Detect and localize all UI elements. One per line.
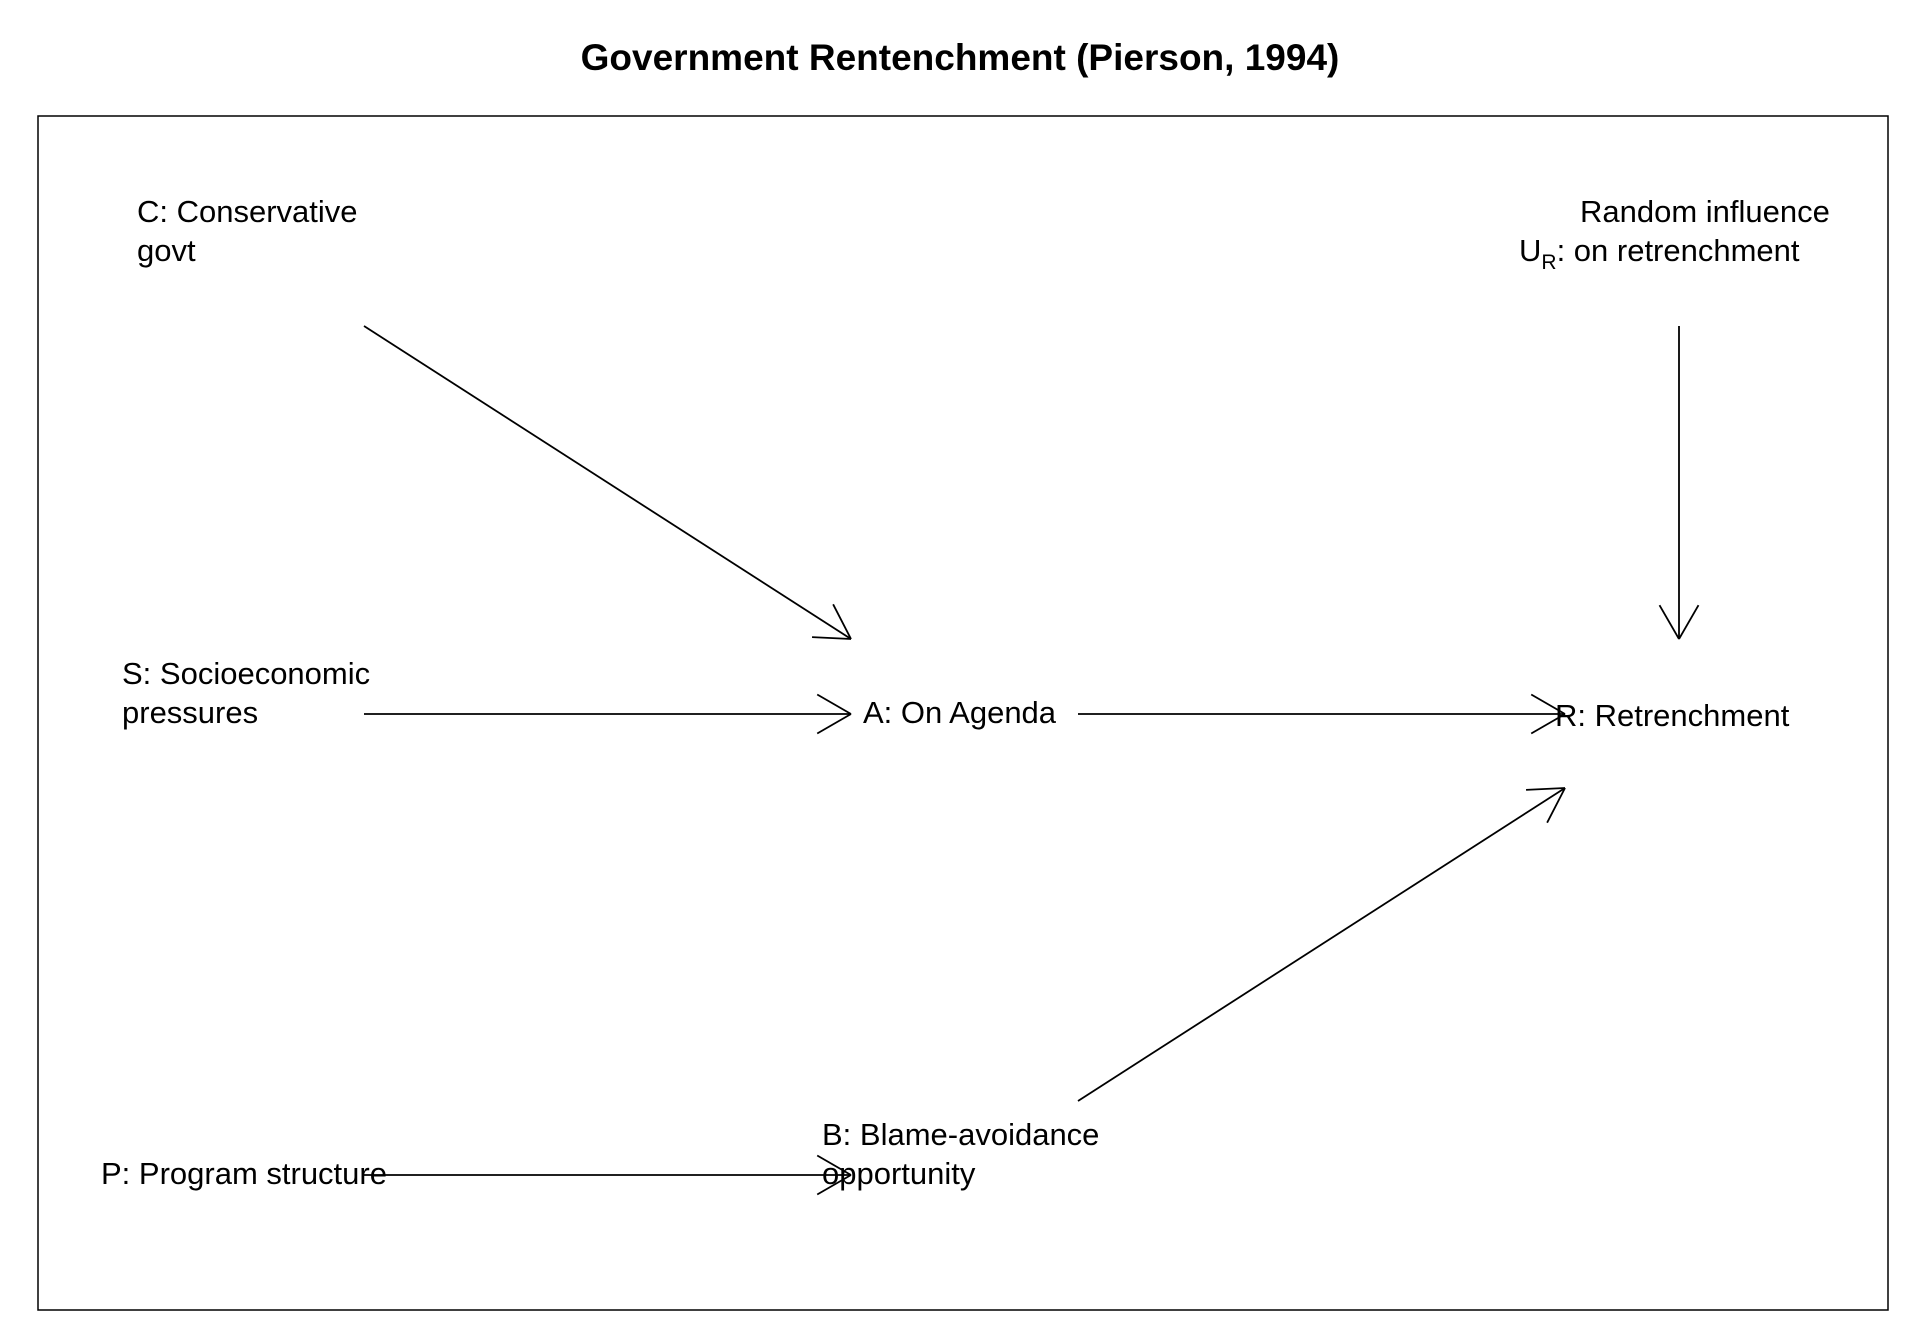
node-r-line1: R: Retrenchment xyxy=(1555,698,1790,733)
node-p-line1: P: Program structure xyxy=(101,1156,387,1191)
node-u-subscript: R xyxy=(1541,251,1557,274)
node-c-line1: C: Conservative xyxy=(137,194,358,229)
arrowhead-stroke xyxy=(816,1174,852,1196)
node-s-line2: pressures xyxy=(122,695,259,730)
arrowhead-stroke xyxy=(1678,604,1700,640)
arrowhead-stroke xyxy=(816,713,852,735)
arrowhead-stroke xyxy=(812,636,852,640)
node-u-line2: : on retrenchment xyxy=(1556,233,1800,268)
node-u-line2-wrapper: UR: on retrenchment xyxy=(1519,231,1830,274)
node-p-program-structure: P: Program structure xyxy=(101,1154,387,1193)
arrowhead-stroke xyxy=(816,693,852,715)
node-c-line2: govt xyxy=(137,233,196,268)
edge-shaft xyxy=(1077,787,1566,1102)
arrowhead-stroke xyxy=(1546,787,1566,824)
node-s-line1: S: Socioeconomic xyxy=(122,656,371,691)
edge-b-to-r xyxy=(1077,787,1566,1102)
edge-c-to-a xyxy=(363,325,852,640)
node-a-line1: A: On Agenda xyxy=(863,695,1057,730)
arrowhead-stroke xyxy=(1658,604,1680,640)
node-b-blame-avoidance: B: Blame-avoidance opportunity xyxy=(822,1115,1099,1193)
node-u-line1: Random influence xyxy=(1580,194,1830,229)
edge-shaft xyxy=(363,325,852,640)
node-u-symbol: U xyxy=(1519,233,1542,268)
edge-s-to-a xyxy=(364,693,852,735)
node-r-retrenchment: R: Retrenchment xyxy=(1555,696,1789,735)
node-a-on-agenda: A: On Agenda xyxy=(863,693,1056,732)
node-b-line2: opportunity xyxy=(822,1156,976,1191)
edges-group xyxy=(363,325,1700,1196)
diagram-title: Government Rentenchment (Pierson, 1994) xyxy=(580,37,1340,78)
arrowhead-stroke xyxy=(816,1154,852,1176)
arrowhead-stroke xyxy=(1530,713,1566,735)
edge-a-to-r xyxy=(1078,693,1566,735)
edge-u-to-r xyxy=(1658,326,1700,640)
edge-p-to-b xyxy=(364,1154,852,1196)
node-u-random-influence: Random influence UR: on retrenchment xyxy=(1519,192,1830,274)
arrowhead-stroke xyxy=(1530,693,1566,715)
arrowhead-stroke xyxy=(832,603,852,640)
arrowhead-stroke xyxy=(1526,787,1566,791)
node-b-line1: B: Blame-avoidance xyxy=(822,1117,1100,1152)
node-s-socioeconomic-pressures: S: Socioeconomic pressures xyxy=(122,654,370,732)
plot-frame xyxy=(37,115,1889,1311)
node-c-conservative-govt: C: Conservative govt xyxy=(137,192,358,270)
